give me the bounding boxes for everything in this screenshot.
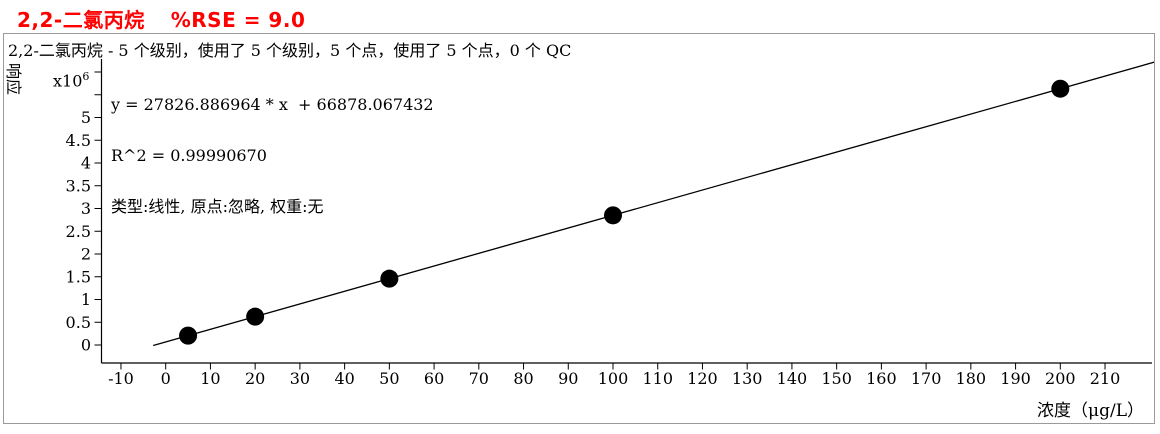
y-tick-label: 1 [81,290,91,309]
data-point[interactable] [604,206,622,225]
x-tick-label: 110 [642,369,673,388]
data-point[interactable] [179,326,198,345]
data-point[interactable] [1051,79,1070,98]
y-tick-label: 5 [81,108,91,127]
calibration-plot: 0 0.5 1 1.5 2 2.5 3 3.5 4 4.5 5 -10 0 10 20 30 40 50 60 70 8… [66,59,1154,388]
chart-title: 2,2-二氯丙烷 %RSE = 9.0 [17,4,305,33]
y-tick-label: 3 [81,199,91,218]
data-point[interactable] [380,269,399,288]
y-tick-label: 4 [81,154,91,173]
x-tick-label: -10 [108,369,134,388]
fit-r-squared: R^2 = 0.99990670 [111,146,267,165]
x-tick-label: 190 [1000,369,1031,388]
data-point[interactable] [246,307,265,326]
x-tick-label: 200 [1045,369,1076,388]
x-tick-label: 210 [1090,369,1121,388]
x-tick-label: 0 [161,369,171,388]
x-tick-label: 150 [821,369,852,388]
y-tick-label: 3.5 [66,176,91,195]
x-tick-label: 120 [687,369,718,388]
y-tick-label: 1.5 [66,267,91,286]
fit-equation: y = 27826.886964 * x + 66878.067432 [111,95,434,114]
x-tick-label: 40 [334,369,354,388]
y-tick-label: 0 [81,336,91,355]
x-axis-title: 浓度（μg/L） [1037,401,1144,421]
compound-name: 2,2-二氯丙烷 [17,8,145,32]
fit-summary: y = 27826.886964 * x + 66878.067432 R^2 … [111,62,434,249]
curve-info-line: 2,2-二氯丙烷 - 5 个级别，使用了 5 个级别，5 个点，使用了 5 个点… [8,41,572,60]
x-tick-label: 180 [956,369,987,388]
fit-type-line: 类型:线性, 原点:忽略, 权重:无 [111,197,324,216]
y-axis-unit-exponent: 6 [82,70,90,83]
x-tick-label: 70 [469,369,489,388]
regression-line [152,61,1154,347]
x-tick-label: 100 [598,369,629,388]
x-tick-label: 10 [200,369,220,388]
x-tick-label: 130 [732,369,763,388]
x-tick-label: 140 [777,369,808,388]
y-axis-unit: x106 [53,70,90,91]
x-tick-label: 170 [911,369,942,388]
x-tick-label: 160 [866,369,897,388]
x-tick-label: 30 [290,369,310,388]
y-tick-label: 4.5 [66,131,91,150]
y-tick-label: 2 [81,245,91,264]
x-tick-label: 80 [513,369,533,388]
x-tick-label: 20 [245,369,265,388]
y-tick-label: 2.5 [66,222,91,241]
calibration-chart-panel: 2,2-二氯丙烷 - 5 个级别，使用了 5 个级别，5 个点，使用了 5 个点… [3,33,1155,424]
x-tick-label: 90 [558,369,578,388]
x-tick-label: 60 [424,369,444,388]
x-tick-label: 50 [379,369,399,388]
rse-value: %RSE = 9.0 [170,8,306,32]
y-tick-label: 0.5 [66,313,91,332]
